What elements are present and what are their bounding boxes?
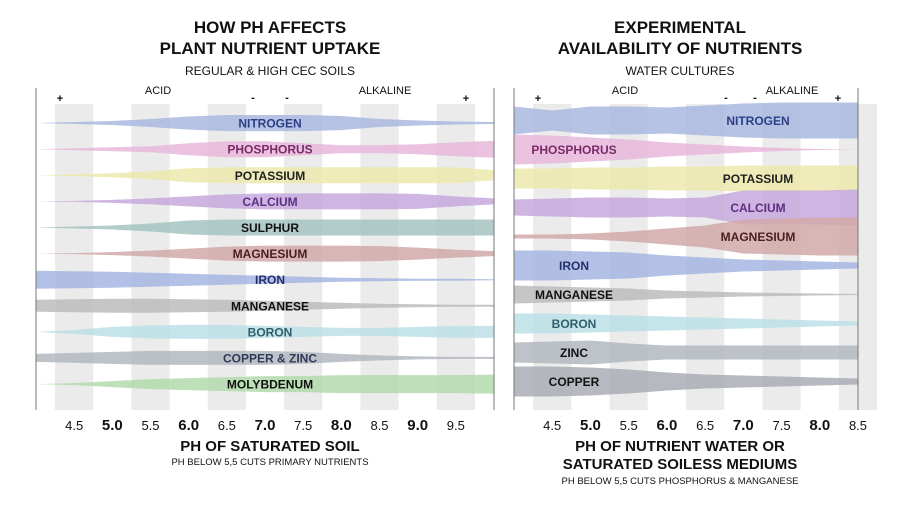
right-x-tick-label: 6.5: [696, 418, 714, 433]
left-zone-plus-left: +: [57, 93, 63, 105]
right-x-tick-label: 5.0: [580, 417, 601, 434]
left-x-ticks: 4.5 5.0 5.5 6.0 6.5 7.0 7.5 8.0 8.5 9.0 9.5: [65, 417, 465, 434]
right-band-calcium: [514, 189, 858, 226]
right-band-copper: [514, 366, 858, 397]
right-band-label: NITROGEN: [726, 114, 789, 128]
left-band-label: PHOSPHORUS: [227, 143, 312, 157]
left-x-tick-label: 5.0: [102, 417, 123, 434]
left-title-line-2: PLANT NUTRIENT UPTAKE: [160, 39, 381, 58]
left-band-sulphur: [36, 219, 494, 236]
left-subtitle: REGULAR & HIGH CEC SOILS: [185, 64, 355, 78]
left-band-label: BORON: [248, 325, 293, 339]
left-band-nitrogen: [36, 115, 494, 132]
right-zone-alkaline: ALKALINE: [766, 85, 819, 97]
right-subtitle: WATER CULTURES: [625, 64, 734, 78]
left-band-iron: [36, 270, 494, 289]
right-band-label: IRON: [559, 259, 589, 273]
left-x-tick-label: 8.0: [331, 417, 352, 434]
right-band-iron: [514, 250, 858, 281]
right-x-tick-label: 8.5: [849, 418, 867, 433]
left-band-label: COPPER & ZINC: [223, 351, 317, 365]
left-zone-plus-right: +: [463, 93, 469, 105]
right-x-tick-label: 6.0: [656, 417, 677, 434]
left-band-label: MOLYBDENUM: [227, 378, 313, 392]
left-chart-soil: NITROGEN PHOSPHORUS POTASSIUM CALCIUM SULPHU…: [35, 18, 495, 468]
right-band-potassium: [514, 165, 858, 192]
right-zone-minus-2: -: [753, 92, 757, 104]
left-band-calcium: [36, 193, 494, 210]
left-band-magnesium: [36, 245, 494, 262]
left-band-label: POTASSIUM: [235, 169, 305, 183]
right-band-nitrogen: [514, 102, 858, 139]
left-note: PH BELOW 5,5 CUTS PRIMARY NUTRIENTS: [171, 457, 368, 468]
left-band-label: SULPHUR: [241, 221, 299, 235]
left-band-label: NITROGEN: [238, 117, 301, 131]
right-x-tick-label: 5.5: [620, 418, 638, 433]
left-zone-minus-1: -: [251, 92, 255, 104]
left-nutrient-bands: NITROGEN PHOSPHORUS POTASSIUM CALCIUM SULPHU…: [36, 115, 494, 394]
right-x-axis-title-line-2: SATURATED SOILESS MEDIUMS: [563, 456, 797, 473]
left-band-label: CALCIUM: [242, 195, 297, 209]
right-band-magnesium: [514, 217, 858, 256]
left-band-potassium: [36, 167, 494, 184]
right-title-line-1: EXPERIMENTAL: [614, 18, 746, 37]
right-band-label: MAGNESIUM: [721, 230, 796, 244]
right-chart-water: NITROGEN PHOSPHORUS POTASSIUM CALCIUM MAGNES…: [513, 18, 878, 487]
right-band-phosphorus: [514, 134, 858, 165]
left-x-tick-label: 7.5: [294, 418, 312, 433]
right-x-ticks: 4.5 5.0 5.5 6.0 6.5 7.0 7.5 8.0 8.5: [543, 417, 867, 434]
left-band-label: MAGNESIUM: [233, 247, 308, 261]
right-band-label: BORON: [552, 317, 597, 331]
right-x-tick-label: 7.5: [773, 418, 791, 433]
right-band-label: COPPER: [549, 375, 600, 389]
left-title-line-1: HOW PH AFFECTS: [194, 18, 346, 37]
right-band-label: ZINC: [560, 346, 588, 360]
right-x-tick-label: 7.0: [733, 417, 754, 434]
right-band-manganese: [514, 285, 858, 304]
right-nutrient-bands: NITROGEN PHOSPHORUS POTASSIUM CALCIUM MAGNES…: [514, 102, 858, 397]
right-zone-acid: ACID: [612, 85, 638, 97]
right-x-axis-title-line-1: PH OF NUTRIENT WATER OR: [575, 438, 785, 455]
right-x-tick-label: 4.5: [543, 418, 561, 433]
right-band-zinc: [514, 340, 858, 365]
left-x-tick-label: 6.0: [178, 417, 199, 434]
left-x-tick-label: 8.5: [370, 418, 388, 433]
right-band-label: CALCIUM: [730, 201, 785, 215]
right-band-label: POTASSIUM: [723, 172, 793, 186]
left-band-manganese: [36, 298, 494, 313]
left-band-molybdenum: [36, 374, 494, 394]
left-x-tick-label: 5.5: [141, 418, 159, 433]
left-x-tick-label: 6.5: [218, 418, 236, 433]
left-zone-minus-2: -: [285, 92, 289, 104]
left-band-phosphorus: [36, 140, 494, 158]
left-x-tick-label: 4.5: [65, 418, 83, 433]
left-zone-alkaline: ALKALINE: [359, 85, 412, 97]
left-x-axis-title: PH OF SATURATED SOIL: [180, 438, 359, 455]
right-title-line-2: AVAILABILITY OF NUTRIENTS: [558, 39, 803, 58]
left-band-copper-zinc: [36, 350, 494, 365]
right-band-label: PHOSPHORUS: [531, 143, 616, 157]
left-band-label: IRON: [255, 273, 285, 287]
left-x-tick-label: 7.0: [255, 417, 276, 434]
right-zone-plus-right: +: [835, 93, 841, 105]
right-band-label: MANGANESE: [535, 288, 613, 302]
right-zone-minus-1: -: [724, 92, 728, 104]
left-band-boron: [36, 324, 494, 339]
left-x-tick-label: 9.0: [407, 417, 428, 434]
right-note: PH BELOW 5,5 CUTS PHOSPHORUS & MANGANESE: [561, 476, 798, 487]
right-band-boron: [514, 313, 858, 334]
left-x-tick-label: 9.5: [447, 418, 465, 433]
left-band-label: MANGANESE: [231, 299, 309, 313]
right-zone-plus-left: +: [535, 93, 541, 105]
left-zone-acid: ACID: [145, 85, 171, 97]
right-x-tick-label: 8.0: [809, 417, 830, 434]
